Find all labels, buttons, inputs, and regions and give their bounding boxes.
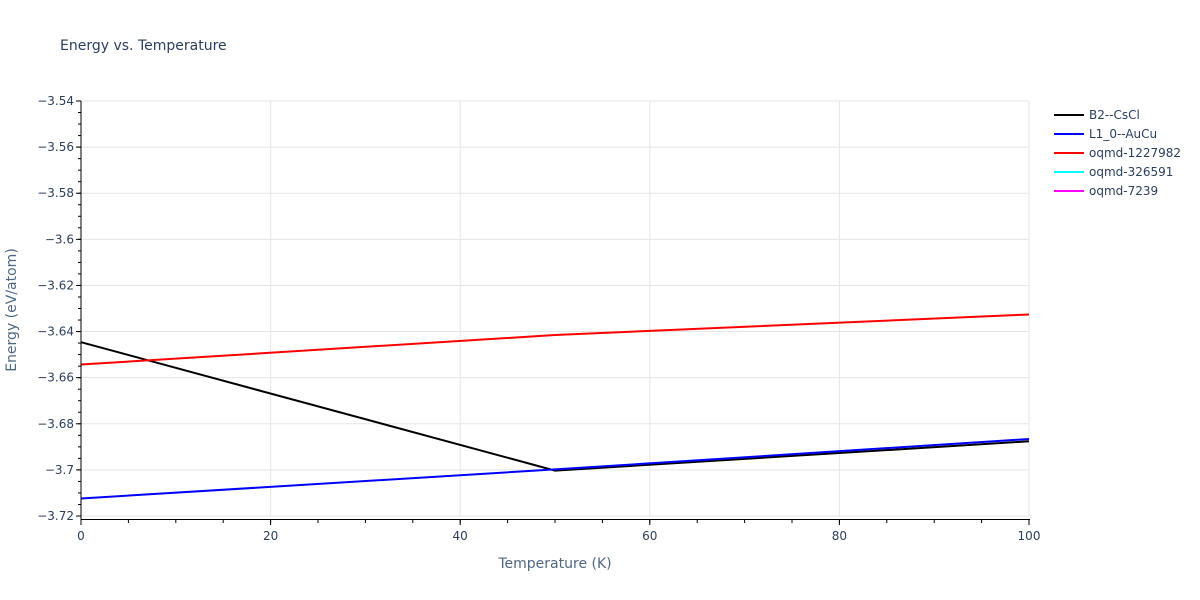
legend-label: oqmd-1227982	[1089, 146, 1181, 160]
y-tick-label: −3.68	[37, 417, 74, 431]
plot-area[interactable]	[80, 313, 1030, 500]
series-line-oqmd-1227982[interactable]	[80, 313, 1030, 366]
legend[interactable]: B2--CsCl L1_0--AuCu oqmd-1227982 oqmd-32659…	[1054, 108, 1181, 198]
x-tick-label: 100	[1018, 529, 1041, 543]
x-axis-ticks: 0 20 40 60 80 100	[77, 519, 1041, 543]
y-tick-label: −3.62	[37, 278, 74, 292]
y-tick-label: −3.64	[37, 325, 74, 339]
legend-item-oqmd-1227982[interactable]: oqmd-1227982	[1054, 146, 1181, 160]
y-tick-label: −3.7	[45, 463, 74, 477]
y-axis-ticks: −3.54 −3.56 −3.58 −3.6 −3.62 −3.64 −3.66 −3.68 −…	[37, 94, 81, 523]
x-tick-label: 60	[642, 529, 657, 543]
legend-item-l1-0-aucu[interactable]: L1_0--AuCu	[1054, 127, 1157, 141]
x-axis-title: Temperature (K)	[497, 556, 611, 572]
grid-lines	[81, 100, 1030, 517]
legend-label: B2--CsCl	[1089, 108, 1140, 122]
x-tick-label: 40	[453, 529, 468, 543]
chart-title: Energy vs. Temperature	[60, 38, 227, 54]
y-tick-label: −3.54	[37, 94, 74, 108]
y-tick-label: −3.6	[45, 232, 74, 246]
x-tick-label: 0	[77, 529, 85, 543]
legend-label: oqmd-326591	[1089, 165, 1173, 179]
x-tick-label: 80	[832, 529, 847, 543]
legend-item-b2-cscl[interactable]: B2--CsCl	[1054, 108, 1140, 122]
legend-item-oqmd-7239[interactable]: oqmd-7239	[1054, 184, 1158, 198]
legend-label: L1_0--AuCu	[1089, 127, 1157, 141]
x-tick-label: 20	[263, 529, 278, 543]
minor-ticks	[78, 100, 1030, 523]
legend-item-oqmd-326591[interactable]: oqmd-326591	[1054, 165, 1173, 179]
y-axis-title: Energy (eV/atom)	[4, 248, 20, 372]
legend-label: oqmd-7239	[1089, 184, 1158, 198]
y-tick-label: −3.66	[37, 371, 74, 385]
series-line-b2-cscl[interactable]	[80, 341, 1030, 472]
y-tick-label: −3.58	[37, 186, 74, 200]
series-line-l1-0-aucu[interactable]	[80, 437, 1030, 500]
y-tick-label: −3.56	[37, 140, 74, 154]
y-tick-label: −3.72	[37, 509, 74, 523]
